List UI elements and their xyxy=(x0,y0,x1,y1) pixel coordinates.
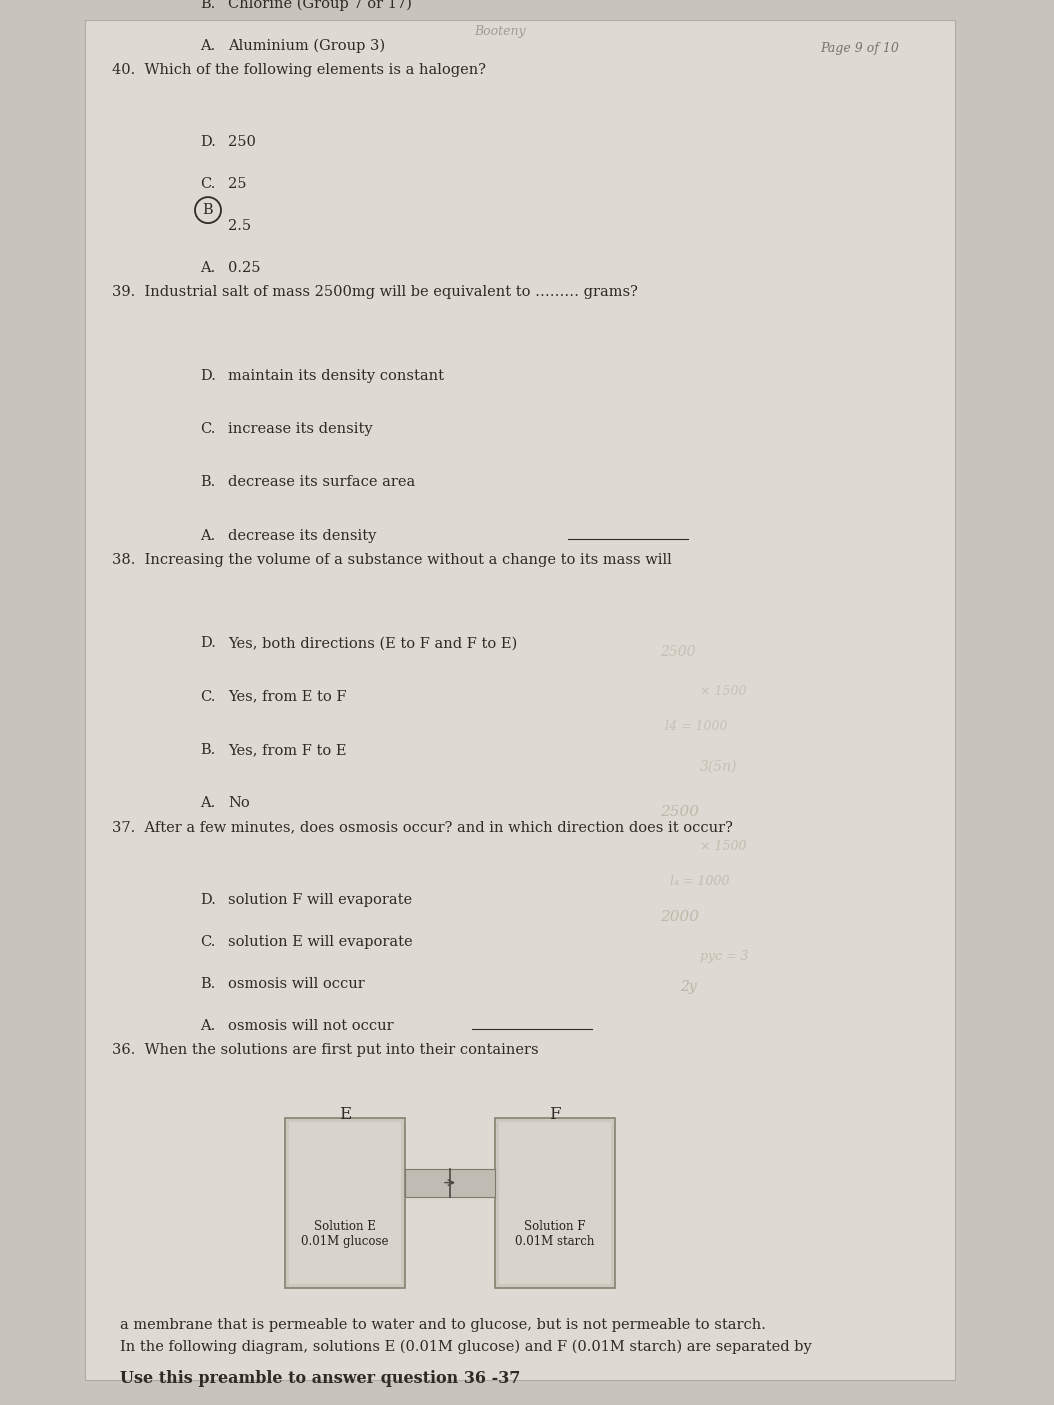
FancyBboxPatch shape xyxy=(285,1118,405,1288)
Text: F: F xyxy=(549,1106,561,1123)
Text: 36.  When the solutions are first put into their containers: 36. When the solutions are first put int… xyxy=(112,1043,543,1057)
Text: B.: B. xyxy=(200,743,215,757)
FancyBboxPatch shape xyxy=(85,20,955,1380)
Text: increase its density: increase its density xyxy=(228,422,373,436)
Text: C.: C. xyxy=(200,177,215,191)
Text: D.: D. xyxy=(200,368,216,382)
Text: A.: A. xyxy=(200,261,215,275)
Text: C.: C. xyxy=(200,690,215,704)
Text: B.: B. xyxy=(200,0,215,10)
Text: solution F will evaporate: solution F will evaporate xyxy=(228,892,412,906)
FancyBboxPatch shape xyxy=(289,1123,401,1284)
Text: 37.  After a few minutes, does osmosis occur? and in which direction does it occ: 37. After a few minutes, does osmosis oc… xyxy=(112,821,733,835)
Text: decrease its surface area: decrease its surface area xyxy=(228,475,415,489)
FancyBboxPatch shape xyxy=(499,1123,611,1284)
Text: D.: D. xyxy=(200,636,216,651)
Text: 2500: 2500 xyxy=(660,645,696,659)
FancyBboxPatch shape xyxy=(405,1169,495,1197)
Text: Yes, from F to E: Yes, from F to E xyxy=(228,743,347,757)
Text: 40.  Which of the following elements is a halogen?: 40. Which of the following elements is a… xyxy=(112,63,486,77)
Text: B.: B. xyxy=(200,475,215,489)
Text: 2500: 2500 xyxy=(660,805,699,819)
Text: a membrane that is permeable to water and to glucose, but is not permeable to st: a membrane that is permeable to water an… xyxy=(120,1318,766,1332)
Text: pyc = 3: pyc = 3 xyxy=(700,950,748,962)
Text: 25: 25 xyxy=(228,177,247,191)
Text: 3(5n): 3(5n) xyxy=(700,760,738,774)
Text: C.: C. xyxy=(200,934,215,948)
Text: Page 9 of 10: Page 9 of 10 xyxy=(820,42,899,55)
Text: Booteny: Booteny xyxy=(474,25,526,38)
Text: solution E will evaporate: solution E will evaporate xyxy=(228,934,412,948)
Text: 39.  Industrial salt of mass 2500mg will be equivalent to ……… grams?: 39. Industrial salt of mass 2500mg will … xyxy=(112,285,638,299)
Text: B: B xyxy=(202,204,213,218)
Text: Aluminium (Group 3): Aluminium (Group 3) xyxy=(228,39,385,53)
Text: 38.  Increasing the volume of a substance without a change to its mass will: 38. Increasing the volume of a substance… xyxy=(112,552,677,566)
Text: A.: A. xyxy=(200,797,215,811)
Text: D.: D. xyxy=(200,135,216,149)
Text: A.: A. xyxy=(200,1019,215,1033)
Text: l4 = 1000: l4 = 1000 xyxy=(665,719,727,733)
Text: l₄ = 1000: l₄ = 1000 xyxy=(670,875,729,888)
Text: Chlorine (Group 7 or 17): Chlorine (Group 7 or 17) xyxy=(228,0,412,11)
Text: × 1500: × 1500 xyxy=(700,840,746,853)
Text: A.: A. xyxy=(200,528,215,542)
Text: C.: C. xyxy=(200,422,215,436)
Text: osmosis will not occur: osmosis will not occur xyxy=(228,1019,393,1033)
Text: 2y: 2y xyxy=(680,981,697,993)
Text: 250: 250 xyxy=(228,135,256,149)
Text: decrease its density: decrease its density xyxy=(228,528,376,542)
Text: × 1500: × 1500 xyxy=(700,686,746,698)
Text: Solution F
0.01M starch: Solution F 0.01M starch xyxy=(515,1220,594,1248)
Text: 2000: 2000 xyxy=(660,910,699,924)
Text: D.: D. xyxy=(200,892,216,906)
Text: No: No xyxy=(228,797,250,811)
Text: Use this preamble to answer question 36 -37: Use this preamble to answer question 36 … xyxy=(120,1370,521,1387)
Text: E: E xyxy=(339,1106,351,1123)
Text: B.: B. xyxy=(200,976,215,991)
Text: osmosis will occur: osmosis will occur xyxy=(228,976,365,991)
Text: A.: A. xyxy=(200,39,215,52)
Text: Yes, both directions (E to F and F to E): Yes, both directions (E to F and F to E) xyxy=(228,636,518,651)
FancyBboxPatch shape xyxy=(495,1118,614,1288)
Text: 0.25: 0.25 xyxy=(228,261,260,275)
Text: maintain its density constant: maintain its density constant xyxy=(228,368,444,382)
Text: In the following diagram, solutions E (0.01M glucose) and F (0.01M starch) are s: In the following diagram, solutions E (0… xyxy=(120,1340,812,1354)
Text: Solution E
0.01M glucose: Solution E 0.01M glucose xyxy=(301,1220,389,1248)
Text: 2.5: 2.5 xyxy=(228,219,251,233)
Text: Yes, from E to F: Yes, from E to F xyxy=(228,690,347,704)
